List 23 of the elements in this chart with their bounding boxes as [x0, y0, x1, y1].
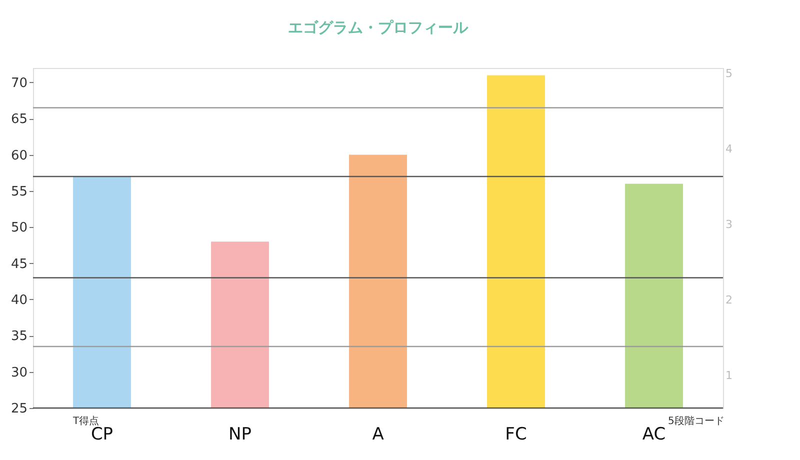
y-tick-label: 70: [10, 76, 28, 91]
y2-tick-label: 1: [726, 369, 732, 382]
x-tick-label: NP: [228, 424, 252, 444]
x-tick-label: FC: [505, 424, 527, 444]
x-tick-label: A: [372, 424, 384, 444]
y-tick-label: 55: [10, 184, 28, 200]
y-tick-label: 45: [10, 256, 28, 272]
x-tick-label: CP: [90, 424, 114, 444]
y-tick-label: 35: [10, 329, 28, 344]
x-tick-label: AC: [642, 424, 666, 444]
y-tick-label: 65: [10, 112, 28, 128]
y2-tick-label: 5: [726, 66, 732, 80]
y-tick-label: 60: [10, 148, 28, 164]
y-tick-label: 40: [10, 292, 28, 308]
chart-title: エゴグラム・プロフィール: [288, 18, 469, 36]
y2-tick-label: 4: [726, 142, 732, 156]
text: T得点: [72, 415, 100, 427]
y-tick-label: 30: [10, 365, 28, 380]
text: 5段階コード: [668, 415, 724, 427]
y2-tick-label: 3: [726, 218, 732, 231]
y-tick-label: 25: [10, 402, 28, 416]
y-tick-label: 50: [10, 220, 28, 236]
y2-tick-label: 2: [726, 293, 732, 306]
